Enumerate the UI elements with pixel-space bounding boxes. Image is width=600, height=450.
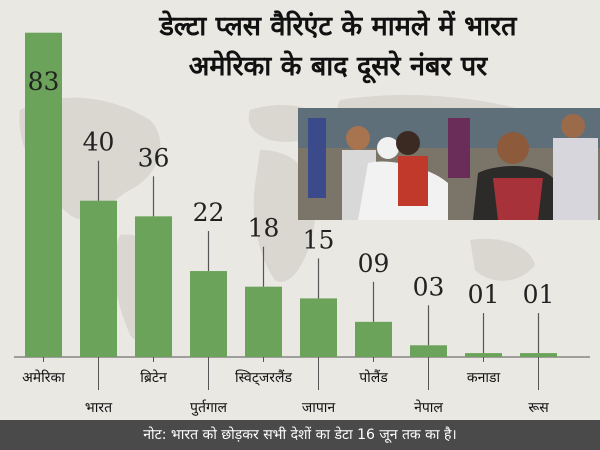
data-label: 01 <box>523 280 555 309</box>
bar <box>465 353 502 357</box>
data-label: 22 <box>193 198 225 227</box>
category-label: कनाडा <box>467 370 501 386</box>
category-label: पुर्तगाल <box>190 399 227 416</box>
category-label: ब्रिटेन <box>140 369 167 386</box>
bar <box>300 298 337 357</box>
category-label: रूस <box>528 400 549 416</box>
category-label: अमेरिका <box>22 369 65 386</box>
bar <box>135 216 172 357</box>
bar <box>190 271 227 357</box>
category-label: भारत <box>85 400 113 416</box>
category-label: स्विट्जरलैंड <box>235 369 293 386</box>
bar <box>520 353 557 357</box>
data-label: 03 <box>413 272 445 301</box>
data-label: 09 <box>358 249 390 278</box>
photo-illustration <box>298 108 600 220</box>
category-label: नेपाल <box>414 399 443 416</box>
data-label: 15 <box>303 225 335 254</box>
chart-title-line-2: अमेरिका के बाद दूसरे नंबर पर <box>188 51 488 82</box>
vaccination-photo <box>298 108 600 220</box>
bar <box>245 286 282 357</box>
category-label: पोलैंड <box>359 369 388 386</box>
bar <box>25 32 62 357</box>
chart-title-line-1: डेल्टा प्लस वैरिएंट के मामले में भारत <box>159 11 517 42</box>
category-label: जापान <box>302 400 336 416</box>
data-label: 40 <box>83 128 115 157</box>
bar-chart: 83 अमेरिका 40 भारत 36 ब्रिटेन 22 पुर्तगाल 18 स्वि… <box>14 32 590 416</box>
data-label: 83 <box>28 67 60 96</box>
bar <box>80 200 117 357</box>
bar <box>355 321 392 357</box>
data-label: 18 <box>248 214 280 243</box>
bar <box>410 345 447 357</box>
data-label: 36 <box>138 143 170 172</box>
footer-note: नोट: भारत को छोड़कर सभी देशों का डेटा 16… <box>0 420 600 450</box>
data-label: 01 <box>468 280 500 309</box>
